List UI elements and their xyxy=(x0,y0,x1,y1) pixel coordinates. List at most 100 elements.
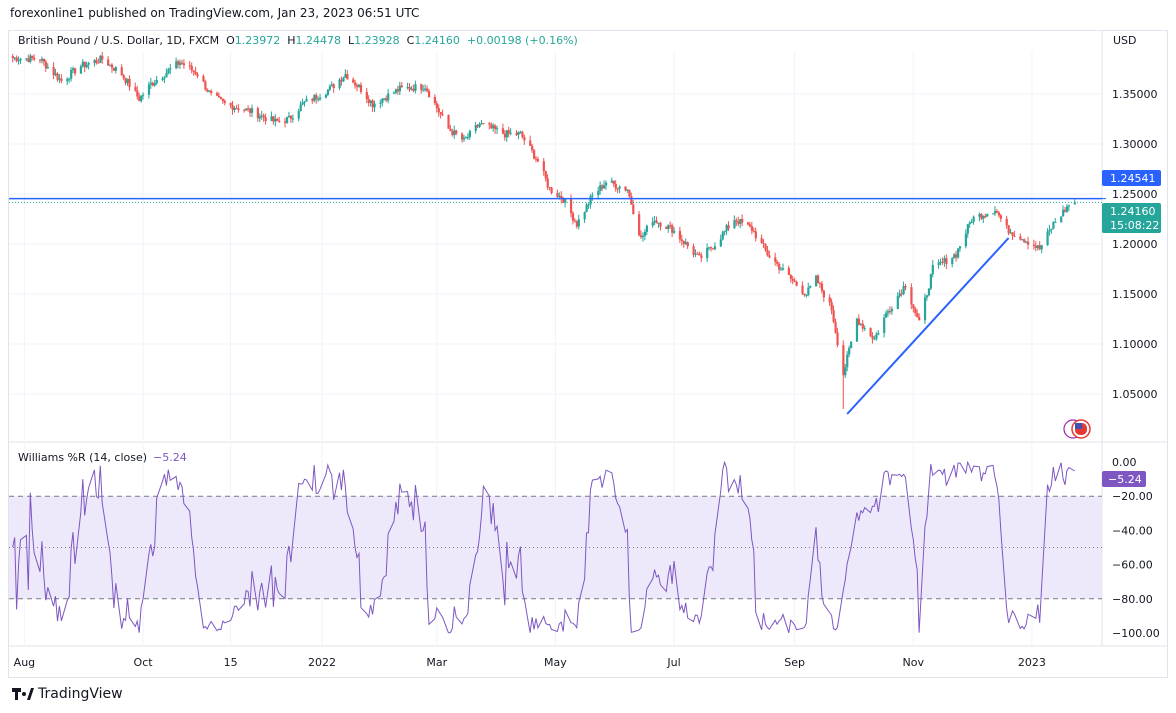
candle-body xyxy=(245,108,248,111)
candle-body xyxy=(1065,206,1069,212)
candle-body xyxy=(247,108,250,110)
candle-body xyxy=(898,293,901,297)
close-label: C xyxy=(406,34,415,47)
gbp-usd-flag-icon[interactable] xyxy=(1063,419,1091,439)
wr-tick-label: −20.00 xyxy=(1112,490,1153,503)
trend-line[interactable] xyxy=(846,237,1010,415)
candle-body xyxy=(850,341,853,348)
candle-body xyxy=(256,108,260,119)
candle-body xyxy=(727,225,730,229)
candle-body xyxy=(599,185,602,191)
candle-body xyxy=(488,123,491,125)
candle-body xyxy=(762,242,765,245)
candle-body xyxy=(793,280,796,282)
candle-body xyxy=(550,187,553,194)
candle-body xyxy=(883,317,886,333)
candle-body xyxy=(673,230,676,233)
candle-body xyxy=(340,79,343,82)
candle-body xyxy=(577,219,580,227)
candle-body xyxy=(149,82,153,85)
candle-body xyxy=(888,311,892,313)
low-label: L xyxy=(348,34,355,47)
candle-body xyxy=(639,235,643,238)
candle-body xyxy=(422,89,425,91)
candle-body xyxy=(249,108,252,113)
candle-body xyxy=(519,131,522,133)
candle-body xyxy=(1062,209,1065,217)
candle-body xyxy=(711,248,715,250)
candle-body xyxy=(258,116,261,119)
candle-body xyxy=(869,328,872,337)
candle-body xyxy=(752,230,755,232)
candle-body xyxy=(723,230,726,233)
candle-body xyxy=(556,193,559,198)
candle-body xyxy=(746,222,750,225)
candle-body xyxy=(46,67,49,69)
candle-body xyxy=(319,97,322,100)
candle-body xyxy=(392,92,396,94)
candle-body xyxy=(95,60,98,63)
candle-body xyxy=(1052,222,1055,229)
candle-body xyxy=(628,189,631,197)
symbol-name[interactable]: British Pound / U.S. Dollar, 1D, FXCM xyxy=(18,34,220,47)
candle-body xyxy=(982,216,985,219)
candle-body xyxy=(190,65,193,71)
candle-body xyxy=(682,240,685,245)
candle-body xyxy=(968,222,971,225)
candle-body xyxy=(354,82,357,86)
footer-brand[interactable]: TradingView xyxy=(12,686,123,702)
candle-body xyxy=(278,120,281,122)
candle-body xyxy=(910,287,913,305)
candle-body xyxy=(202,76,205,82)
candle-body xyxy=(671,225,674,233)
candle-body xyxy=(40,58,44,61)
candle-body xyxy=(73,68,77,74)
candle-body xyxy=(1032,244,1036,246)
candle-body xyxy=(816,275,820,284)
candle-body xyxy=(818,283,822,285)
time-tick-label: Mar xyxy=(426,656,447,669)
candle-body xyxy=(721,232,724,240)
candle-body xyxy=(680,239,684,241)
candle-body xyxy=(369,100,372,103)
candle-body xyxy=(844,367,847,376)
candle-body xyxy=(667,225,670,229)
candle-body xyxy=(165,72,168,78)
candle-body xyxy=(237,108,240,111)
candle-body xyxy=(900,293,903,295)
candle-body xyxy=(461,133,464,140)
candle-body xyxy=(643,231,647,237)
candle-body xyxy=(42,58,46,62)
candle-body xyxy=(542,161,545,172)
indicator-legend[interactable]: Williams %R (14, close) −5.24 xyxy=(18,451,187,464)
candle-body xyxy=(1040,245,1043,250)
candle-body xyxy=(795,281,798,286)
candle-body xyxy=(719,239,722,247)
candle-body xyxy=(136,90,139,97)
candle-body xyxy=(536,159,540,162)
candle-body xyxy=(902,286,905,294)
candle-body xyxy=(68,78,71,80)
candle-body xyxy=(338,79,341,89)
candle-body xyxy=(781,268,785,270)
candle-body xyxy=(179,62,182,65)
candle-body xyxy=(274,119,277,122)
candle-body xyxy=(741,218,744,223)
candle-body xyxy=(291,118,295,120)
tradingview-logo-icon xyxy=(12,688,34,700)
candle-body xyxy=(546,178,549,188)
candle-body xyxy=(564,198,567,203)
candle-body xyxy=(264,117,267,122)
candle-body xyxy=(297,111,300,119)
candle-body xyxy=(737,221,740,224)
candle-body xyxy=(939,261,942,263)
candle-body xyxy=(25,58,28,60)
candle-body xyxy=(591,195,594,197)
candle-body xyxy=(951,258,954,265)
candle-body xyxy=(791,278,794,281)
candle-body xyxy=(678,230,682,240)
high-label: H xyxy=(287,34,296,47)
candle-body xyxy=(789,274,792,279)
candle-body xyxy=(58,78,61,80)
